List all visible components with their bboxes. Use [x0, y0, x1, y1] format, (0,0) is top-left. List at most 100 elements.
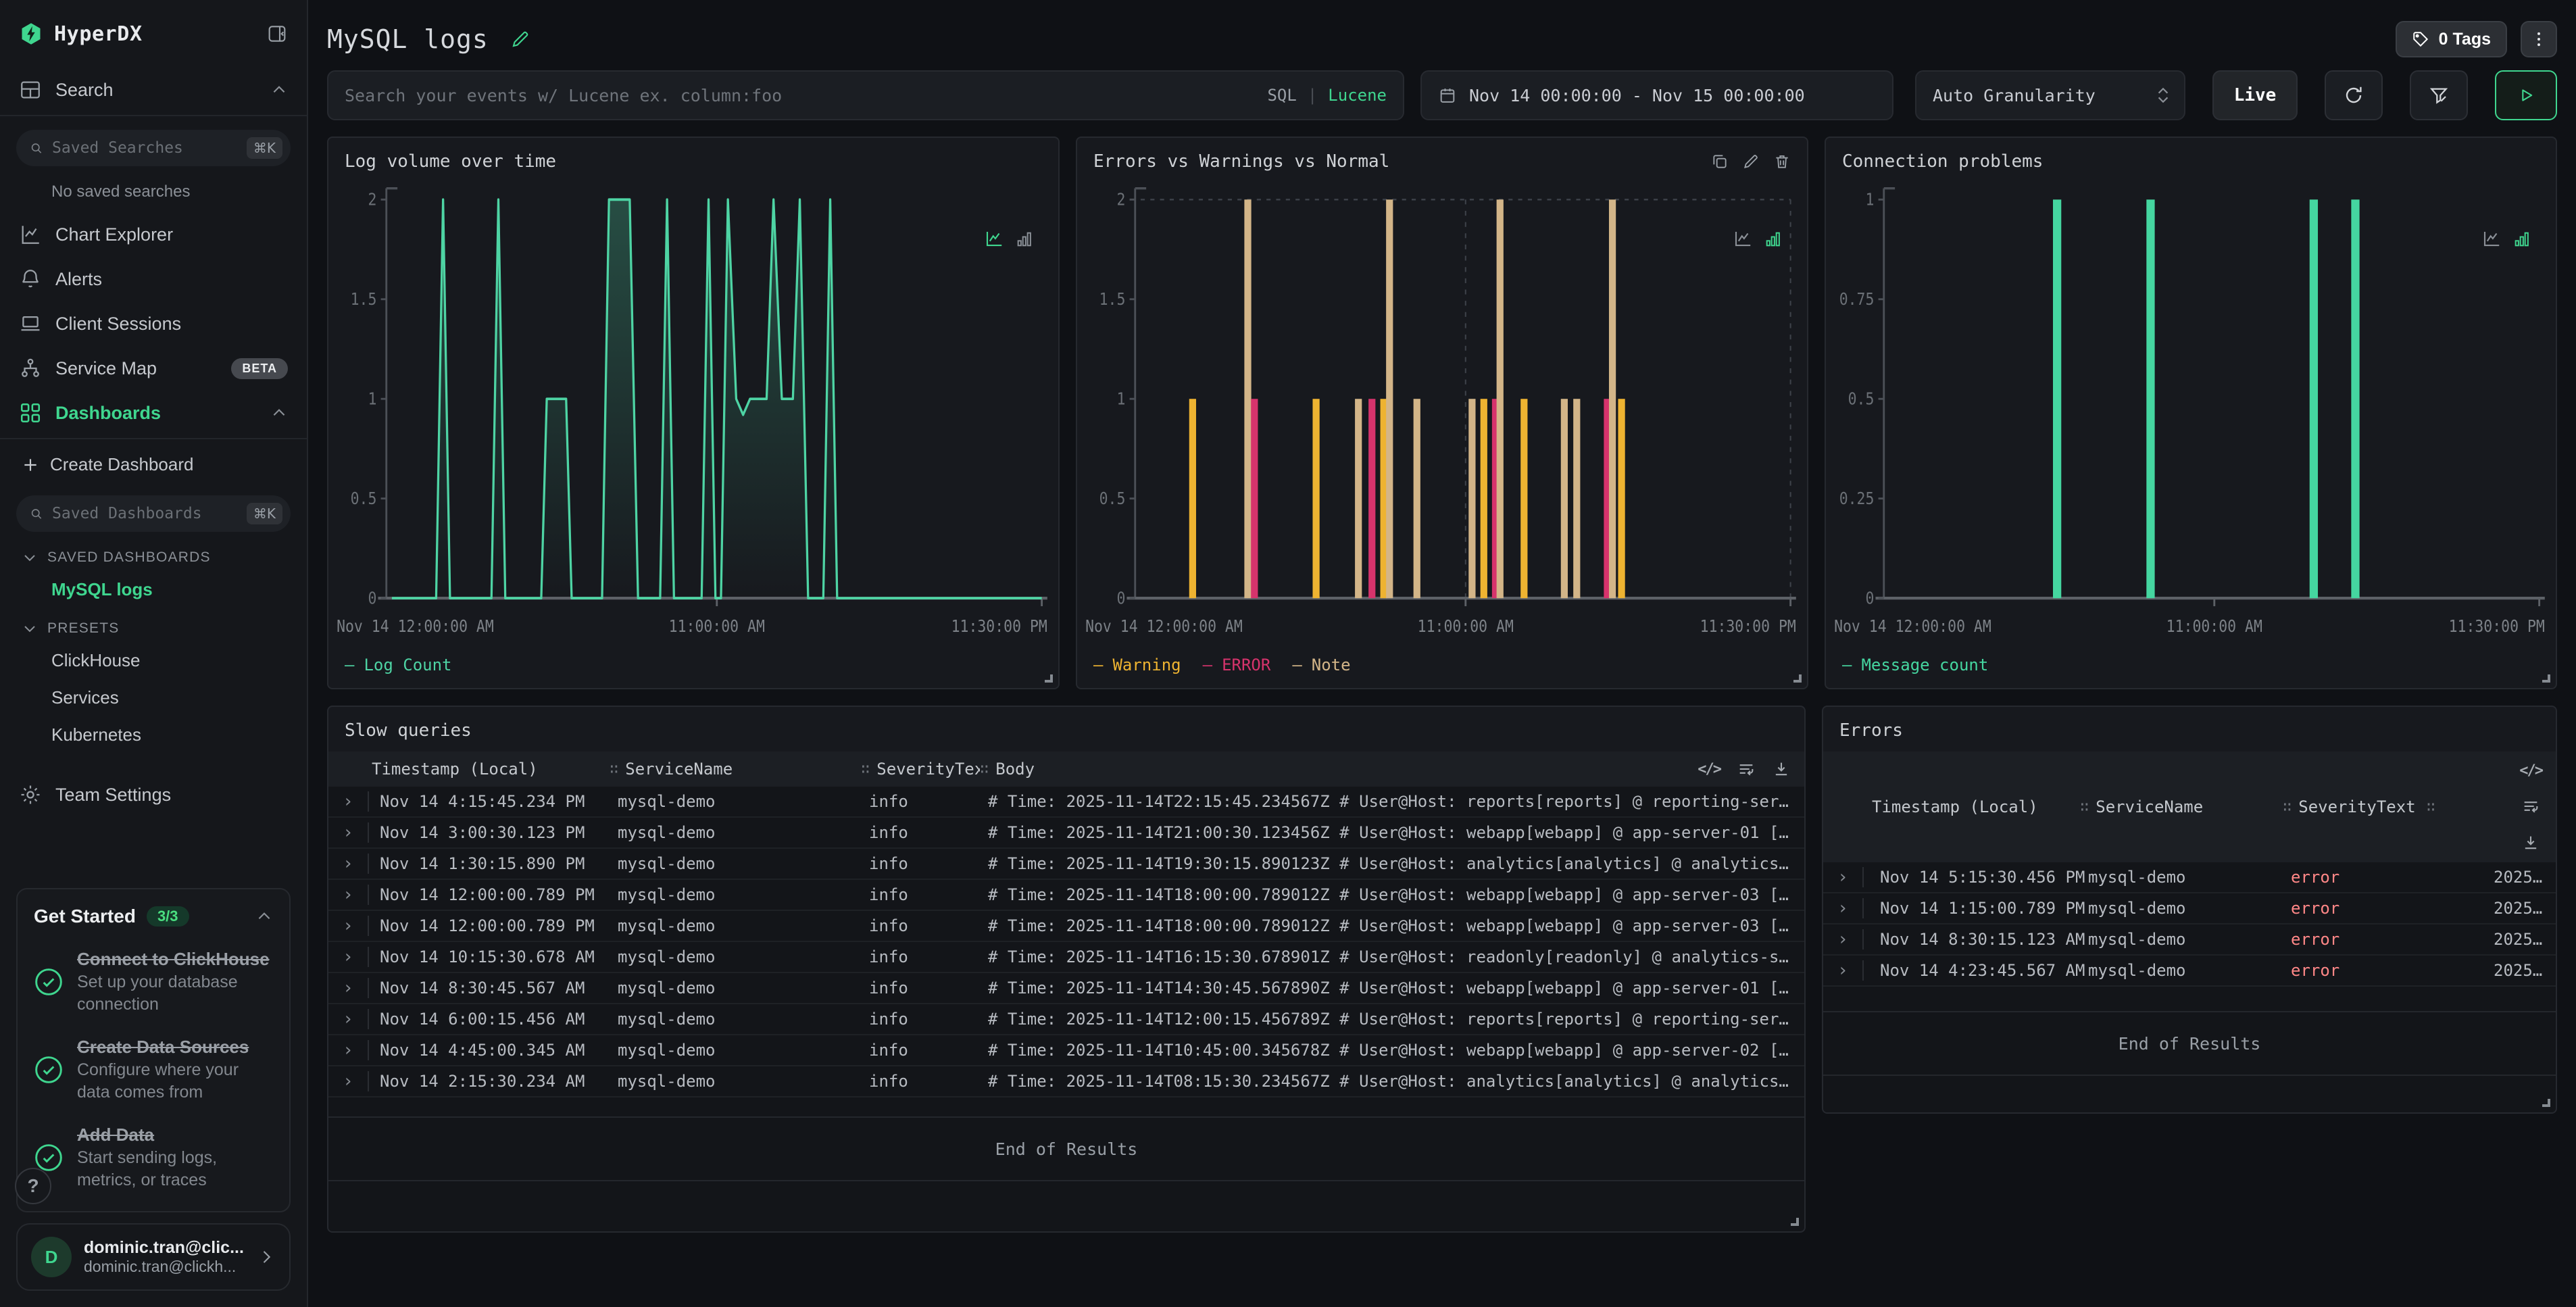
- run-query-button[interactable]: [2495, 70, 2557, 120]
- saved-dashboards-field[interactable]: [52, 505, 237, 522]
- expand-chevron-icon[interactable]: ›: [328, 978, 369, 998]
- sidebar-item-alerts[interactable]: Alerts: [0, 257, 307, 301]
- column-drag-handle[interactable]: ∷: [861, 760, 870, 778]
- line-chart-toggle-icon[interactable]: [1733, 228, 1753, 249]
- expand-chevron-icon[interactable]: ›: [328, 791, 369, 812]
- column-header-severitytext[interactable]: ∷SeverityText: [861, 760, 980, 779]
- table-row[interactable]: › Nov 14 12:00:00.789 PM mysql-demo info # T…: [328, 880, 1804, 911]
- chevron-up-icon[interactable]: [270, 81, 288, 99]
- expand-chevron-icon[interactable]: ›: [328, 822, 369, 843]
- column-header-servicename[interactable]: ∷ ServiceName: [610, 760, 733, 779]
- duplicate-chart-icon[interactable]: [1711, 153, 1729, 170]
- edit-title-icon[interactable]: [510, 29, 530, 49]
- legend-item[interactable]: — ERROR: [1203, 656, 1271, 674]
- sidebar-item-dashboards[interactable]: Dashboards: [0, 391, 307, 435]
- legend-item[interactable]: — Log Count: [345, 656, 452, 674]
- column-drag-handle[interactable]: ∷: [2283, 798, 2292, 816]
- bar-chart-toggle-icon[interactable]: [1015, 230, 1034, 249]
- lucene-toggle[interactable]: Lucene: [1328, 86, 1387, 105]
- table-row[interactable]: › Nov 14 4:23:45.567 AM mysql-demo error 202…: [1823, 956, 2556, 987]
- table-row[interactable]: › Nov 14 8:30:45.567 AM mysql-demo info # Ti…: [328, 973, 1804, 1004]
- resize-handle[interactable]: [1793, 674, 1802, 683]
- column-drag-handle[interactable]: ∷: [2080, 798, 2089, 816]
- granularity-select[interactable]: Auto Granularity: [1915, 70, 2185, 120]
- get-started-step[interactable]: Create Data Sources Configure where your …: [34, 1037, 273, 1103]
- filter-button[interactable]: [2410, 70, 2468, 120]
- saved-searches-input[interactable]: ⌘K: [16, 130, 291, 166]
- sidebar-item-kubernetes[interactable]: Kubernetes: [51, 724, 141, 745]
- resize-handle[interactable]: [2542, 1099, 2550, 1107]
- refresh-button[interactable]: [2325, 70, 2383, 120]
- sidebar-item-clickhouse[interactable]: ClickHouse: [51, 650, 141, 670]
- sidebar-item-services[interactable]: Services: [51, 687, 119, 708]
- get-started-step[interactable]: Connect to ClickHouse Set up your databas…: [34, 949, 273, 1015]
- sidebar-item-client-sessions[interactable]: Client Sessions: [0, 301, 307, 346]
- table-row[interactable]: › Nov 14 5:15:30.456 PM mysql-demo error 202…: [1823, 862, 2556, 893]
- expand-chevron-icon[interactable]: ›: [328, 1009, 369, 1029]
- sidebar-item-team-settings[interactable]: Team Settings: [0, 772, 307, 817]
- column-header-timestamp[interactable]: Timestamp (Local): [1872, 797, 2038, 816]
- event-search-box[interactable]: SQL | Lucene: [327, 70, 1404, 120]
- expand-chevron-icon[interactable]: ›: [1823, 898, 1864, 918]
- view-sql-icon[interactable]: </>: [1698, 760, 1722, 778]
- sidebar-item-service-map[interactable]: Service Map BETA: [0, 346, 307, 391]
- tags-button[interactable]: 0 Tags: [2395, 21, 2507, 57]
- column-header-timestamp[interactable]: Timestamp (Local): [372, 760, 538, 779]
- sql-toggle[interactable]: SQL: [1267, 86, 1297, 105]
- legend-item[interactable]: — Message count: [1842, 656, 1988, 674]
- column-header-body[interactable]: ∷ Body: [980, 760, 1035, 779]
- bar-chart-toggle-icon[interactable]: [2512, 230, 2531, 249]
- expand-chevron-icon[interactable]: ›: [328, 916, 369, 936]
- line-chart-toggle-icon[interactable]: [2481, 228, 2502, 249]
- section-saved-dashboards[interactable]: SAVED DASHBOARDS: [0, 537, 307, 571]
- create-dashboard-button[interactable]: Create Dashboard: [0, 442, 307, 485]
- section-presets[interactable]: PRESETS: [0, 608, 307, 642]
- delete-chart-icon[interactable]: [1773, 153, 1791, 170]
- saved-searches-field[interactable]: [52, 139, 237, 157]
- column-header-severitytext[interactable]: ∷ SeverityText ∷: [2283, 797, 2435, 816]
- expand-chevron-icon[interactable]: ›: [328, 1071, 369, 1091]
- live-button[interactable]: Live: [2212, 70, 2298, 120]
- legend-item[interactable]: — Warning: [1093, 656, 1181, 674]
- edit-chart-icon[interactable]: [1742, 153, 1760, 170]
- table-row[interactable]: › Nov 14 2:15:30.234 AM mysql-demo info # Ti…: [328, 1066, 1804, 1098]
- saved-dashboards-input[interactable]: ⌘K: [16, 495, 291, 532]
- table-row[interactable]: › Nov 14 4:15:45.234 PM mysql-demo info # Ti…: [328, 787, 1804, 818]
- get-started-step[interactable]: Add Data Start sending logs, metrics, or …: [34, 1125, 273, 1191]
- chevron-up-icon[interactable]: [270, 404, 288, 422]
- column-drag-handle[interactable]: ∷: [980, 760, 989, 778]
- table-row[interactable]: › Nov 14 4:45:00.345 AM mysql-demo info # Ti…: [328, 1035, 1804, 1066]
- expand-chevron-icon[interactable]: ›: [328, 885, 369, 905]
- download-icon[interactable]: [1772, 760, 1791, 779]
- more-options-button[interactable]: [2521, 21, 2557, 57]
- help-button[interactable]: ?: [15, 1168, 51, 1204]
- column-drag-handle[interactable]: ∷: [2426, 798, 2435, 816]
- wrap-lines-icon[interactable]: [1737, 760, 1756, 779]
- expand-chevron-icon[interactable]: ›: [1823, 867, 1864, 887]
- resize-handle[interactable]: [2542, 674, 2550, 683]
- view-sql-icon[interactable]: </>: [2519, 762, 2544, 779]
- table-row[interactable]: › Nov 14 1:15:00.789 PM mysql-demo error 202…: [1823, 893, 2556, 924]
- download-icon[interactable]: [2521, 833, 2540, 852]
- collapse-sidebar-icon[interactable]: [266, 23, 288, 45]
- column-drag-handle[interactable]: ∷: [610, 760, 619, 778]
- table-row[interactable]: › Nov 14 10:15:30.678 AM mysql-demo info # T…: [328, 942, 1804, 973]
- bar-chart-toggle-icon[interactable]: [1764, 230, 1783, 249]
- table-row[interactable]: › Nov 14 8:30:15.123 AM mysql-demo error 202…: [1823, 924, 2556, 956]
- sidebar-item-mysql-logs[interactable]: MySQL logs: [51, 579, 153, 599]
- sidebar-item-search[interactable]: Search: [0, 68, 307, 112]
- resize-handle[interactable]: [1791, 1218, 1799, 1226]
- search-input[interactable]: [345, 85, 1254, 105]
- table-row[interactable]: › Nov 14 6:00:15.456 AM mysql-demo info # Ti…: [328, 1004, 1804, 1035]
- expand-chevron-icon[interactable]: ›: [328, 854, 369, 874]
- wrap-lines-icon[interactable]: [2521, 797, 2540, 816]
- table-row[interactable]: › Nov 14 12:00:00.789 PM mysql-demo info # T…: [328, 911, 1804, 942]
- sidebar-item-chart-explorer[interactable]: Chart Explorer: [0, 212, 307, 257]
- expand-chevron-icon[interactable]: ›: [1823, 929, 1864, 950]
- resize-handle[interactable]: [1045, 674, 1053, 683]
- chevron-up-icon[interactable]: [255, 908, 273, 925]
- line-chart-toggle-icon[interactable]: [984, 228, 1004, 249]
- table-row[interactable]: › Nov 14 3:00:30.123 PM mysql-demo info # Ti…: [328, 818, 1804, 849]
- column-header-servicename[interactable]: ∷ ServiceName: [2080, 797, 2204, 816]
- user-menu[interactable]: D dominic.tran@clic... dominic.tran@clic…: [16, 1223, 291, 1291]
